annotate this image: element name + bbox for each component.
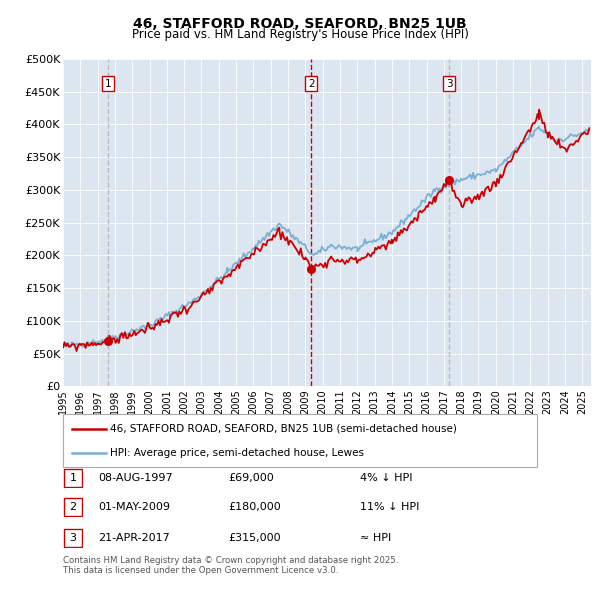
Text: 46, STAFFORD ROAD, SEAFORD, BN25 1UB: 46, STAFFORD ROAD, SEAFORD, BN25 1UB [133, 17, 467, 31]
FancyBboxPatch shape [63, 414, 537, 467]
Text: 21-APR-2017: 21-APR-2017 [98, 533, 170, 543]
Text: 01-MAY-2009: 01-MAY-2009 [98, 503, 170, 512]
FancyBboxPatch shape [64, 529, 82, 547]
Text: 3: 3 [446, 79, 452, 89]
Text: Price paid vs. HM Land Registry's House Price Index (HPI): Price paid vs. HM Land Registry's House … [131, 28, 469, 41]
Text: 4% ↓ HPI: 4% ↓ HPI [360, 473, 413, 483]
Text: 1: 1 [70, 473, 76, 483]
Text: £315,000: £315,000 [228, 533, 281, 543]
Text: 2: 2 [70, 503, 76, 512]
FancyBboxPatch shape [64, 499, 82, 516]
FancyBboxPatch shape [64, 469, 82, 487]
Text: 2: 2 [308, 79, 314, 89]
Text: 11% ↓ HPI: 11% ↓ HPI [360, 503, 419, 512]
Text: 08-AUG-1997: 08-AUG-1997 [98, 473, 172, 483]
Text: 3: 3 [70, 533, 76, 543]
Text: £69,000: £69,000 [228, 473, 274, 483]
Text: Contains HM Land Registry data © Crown copyright and database right 2025.
This d: Contains HM Land Registry data © Crown c… [63, 556, 398, 575]
Text: £180,000: £180,000 [228, 503, 281, 512]
Text: 1: 1 [104, 79, 112, 89]
Text: HPI: Average price, semi-detached house, Lewes: HPI: Average price, semi-detached house,… [110, 448, 364, 458]
Text: ≈ HPI: ≈ HPI [360, 533, 391, 543]
Text: 46, STAFFORD ROAD, SEAFORD, BN25 1UB (semi-detached house): 46, STAFFORD ROAD, SEAFORD, BN25 1UB (se… [110, 424, 457, 434]
